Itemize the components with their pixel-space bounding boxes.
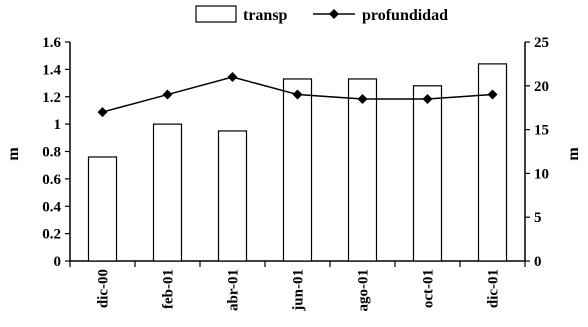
x-tick-label: dic-01 [486, 269, 502, 308]
diamond-point [227, 72, 238, 83]
left-tick-label: 0 [54, 254, 62, 270]
x-tick-label: ago-01 [356, 269, 372, 312]
left-tick-label: 1.4 [42, 62, 61, 78]
left-axis-title: m [5, 147, 22, 161]
bar [217, 130, 248, 262]
legend: transp profundidad [195, 5, 448, 24]
right-tick-label: 25 [534, 35, 549, 51]
right-tick-label: 20 [534, 79, 549, 95]
legend-label-transp: transp [243, 7, 288, 24]
x-tick-label: oct-01 [421, 269, 437, 308]
legend-bar-swatch [195, 5, 237, 23]
diamond-point [162, 89, 173, 100]
bar-series [87, 63, 508, 262]
left-tick-label: 0.4 [42, 199, 61, 215]
diamond-point [357, 93, 368, 104]
legend-label-profundidad: profundidad [362, 7, 448, 24]
x-tick-label: dic-00 [96, 269, 112, 308]
bar [152, 123, 183, 262]
right-axis-title: m [565, 147, 582, 161]
bar [282, 78, 313, 262]
x-tick-label: feb-01 [161, 269, 177, 309]
left-tick-label: 1.6 [42, 35, 61, 51]
line-series [97, 72, 498, 118]
bar [347, 78, 378, 262]
diamond-point [487, 89, 498, 100]
right-tick-label: 15 [534, 123, 549, 139]
x-tick-label: jun-01 [291, 269, 307, 312]
legend-diamond-marker [329, 9, 339, 19]
left-axis-ticks: 0 0.2 0.4 0.6 0.8 1 1.2 1.4 1.6 [42, 35, 70, 270]
left-tick-label: 0.6 [42, 172, 61, 188]
x-tick-label: abr-01 [226, 269, 242, 311]
right-tick-label: 5 [534, 210, 542, 226]
right-tick-label: 0 [534, 254, 542, 270]
diamond-point [292, 89, 303, 100]
x-axis-ticks: dic-00 feb-01 abr-01 jun-01 ago-01 oct-01 dic-… [69, 261, 526, 312]
diamond-point [97, 107, 108, 118]
bar [412, 85, 443, 262]
right-tick-label: 10 [534, 166, 549, 182]
right-axis-ticks: 0 5 10 15 20 25 [525, 35, 549, 270]
left-tick-label: 0.2 [42, 227, 61, 243]
left-tick-label: 1.2 [42, 90, 61, 106]
left-tick-label: 1 [54, 117, 62, 133]
diamond-point [422, 93, 433, 104]
left-tick-label: 0.8 [42, 145, 61, 161]
bar [87, 156, 118, 262]
